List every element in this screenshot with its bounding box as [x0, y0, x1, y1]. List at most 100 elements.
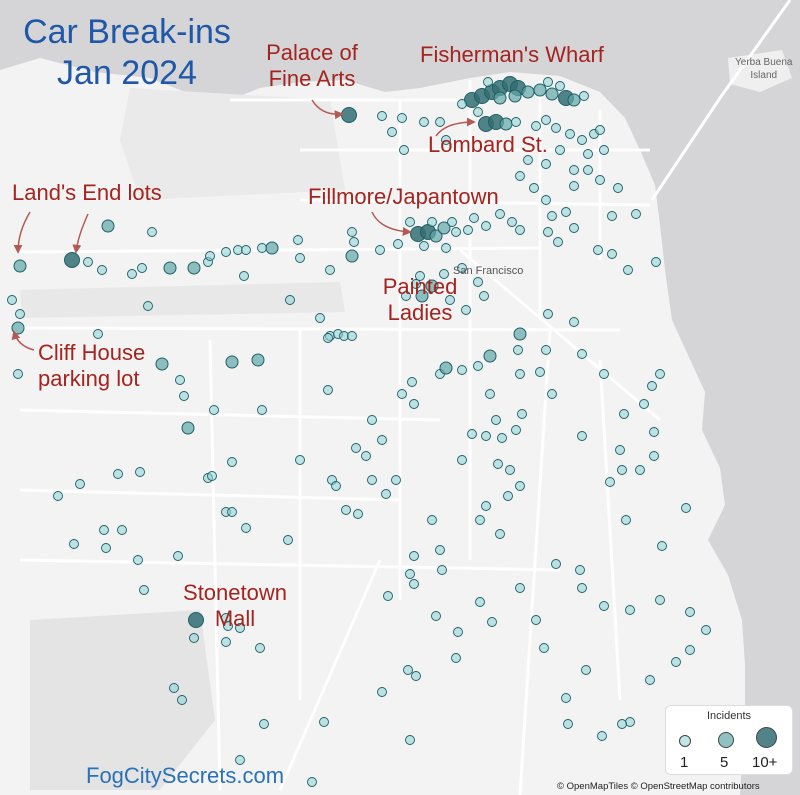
incident-marker: [155, 357, 169, 371]
annotation-lands-end-lots: Land's End lots: [12, 180, 162, 205]
incident-marker: [649, 451, 659, 461]
incident-marker: [83, 257, 93, 267]
incident-marker: [533, 83, 547, 97]
incident-marker: [163, 261, 177, 275]
incident-marker: [401, 291, 411, 301]
incident-markers: [7, 76, 711, 787]
incident-marker: [495, 209, 505, 219]
incident-marker: [175, 375, 185, 385]
incident-marker: [427, 217, 437, 227]
incident-marker: [575, 565, 585, 575]
incident-marker: [515, 171, 525, 181]
incident-marker: [117, 525, 127, 535]
incident-marker: [515, 583, 525, 593]
incident-marker: [391, 475, 401, 485]
website-link[interactable]: FogCitySecrets.com: [86, 763, 285, 788]
incident-marker: [577, 583, 587, 593]
incident-marker: [531, 121, 541, 131]
incident-marker: [511, 425, 521, 435]
incident-marker: [481, 501, 491, 511]
incident-marker: [188, 612, 204, 628]
incident-marker: [551, 559, 561, 569]
incident-marker: [397, 389, 407, 399]
legend-marker-1: [679, 735, 691, 747]
incident-marker: [341, 505, 351, 515]
incident-marker: [319, 717, 329, 727]
incident-marker: [655, 369, 665, 379]
incident-marker: [671, 657, 681, 667]
incident-marker: [399, 145, 409, 155]
incident-marker: [7, 295, 17, 305]
incident-marker: [135, 467, 145, 477]
incident-marker: [101, 543, 111, 553]
lake-merced: [30, 610, 215, 790]
incident-marker: [179, 391, 189, 401]
incident-marker: [541, 115, 551, 125]
incident-marker: [547, 389, 557, 399]
incident-marker: [569, 165, 579, 175]
incident-marker: [127, 269, 137, 279]
incident-marker: [473, 361, 483, 371]
golden-gate-park: [20, 282, 345, 318]
incident-marker: [415, 289, 429, 303]
presidio: [120, 88, 345, 200]
incident-marker: [361, 451, 371, 461]
incident-marker: [469, 213, 479, 223]
annotation-stonetown-mall: Stonetown Mall: [183, 580, 287, 631]
incident-marker: [497, 433, 507, 443]
incident-marker: [599, 145, 609, 155]
incident-marker: [241, 523, 251, 533]
incident-marker: [569, 317, 579, 327]
incident-marker: [235, 623, 245, 633]
incident-marker: [685, 645, 695, 655]
incident-marker: [351, 443, 361, 453]
annotation-cliff-house: Cliff House parking lot: [38, 340, 146, 391]
incident-marker: [139, 585, 149, 595]
incident-marker: [607, 249, 617, 259]
incident-marker: [405, 217, 415, 227]
incident-marker: [295, 253, 305, 263]
incident-marker: [353, 509, 363, 519]
incident-marker: [553, 237, 563, 247]
yerba-buena-island: [728, 50, 792, 92]
incident-marker: [515, 481, 525, 491]
incident-marker: [701, 625, 711, 635]
incident-marker: [331, 481, 341, 491]
label-san-francisco: San Francisco: [453, 265, 524, 277]
incident-marker: [377, 687, 387, 697]
incident-marker: [255, 643, 265, 653]
incident-marker: [323, 385, 333, 395]
incident-marker: [645, 675, 655, 685]
label-yerba-buena-island: Yerba Buena Island: [735, 57, 793, 81]
incident-marker: [411, 671, 421, 681]
incident-marker: [13, 259, 27, 273]
incident-marker: [209, 405, 219, 415]
incident-marker: [377, 111, 387, 121]
incident-marker: [227, 507, 237, 517]
incident-marker: [445, 295, 455, 305]
incident-marker: [375, 245, 385, 255]
incident-marker: [341, 107, 357, 123]
incident-marker: [655, 595, 665, 605]
incident-marker: [499, 117, 513, 131]
incident-marker: [439, 269, 449, 279]
incident-marker: [437, 221, 451, 235]
incident-marker: [577, 431, 587, 441]
incident-marker: [569, 181, 579, 191]
incident-marker: [431, 611, 441, 621]
incident-marker: [221, 247, 231, 257]
incident-marker: [97, 265, 107, 275]
incident-marker: [649, 427, 659, 437]
incident-marker: [347, 227, 357, 237]
incident-marker: [508, 89, 522, 103]
incident-marker: [405, 735, 415, 745]
incident-marker: [425, 279, 439, 293]
incident-marker: [451, 227, 461, 237]
incident-marker: [285, 295, 295, 305]
arrow-cliff-house: [11, 330, 35, 351]
incident-marker: [569, 223, 579, 233]
incident-marker: [567, 93, 581, 107]
incident-marker: [513, 327, 527, 341]
incident-marker: [411, 279, 421, 289]
